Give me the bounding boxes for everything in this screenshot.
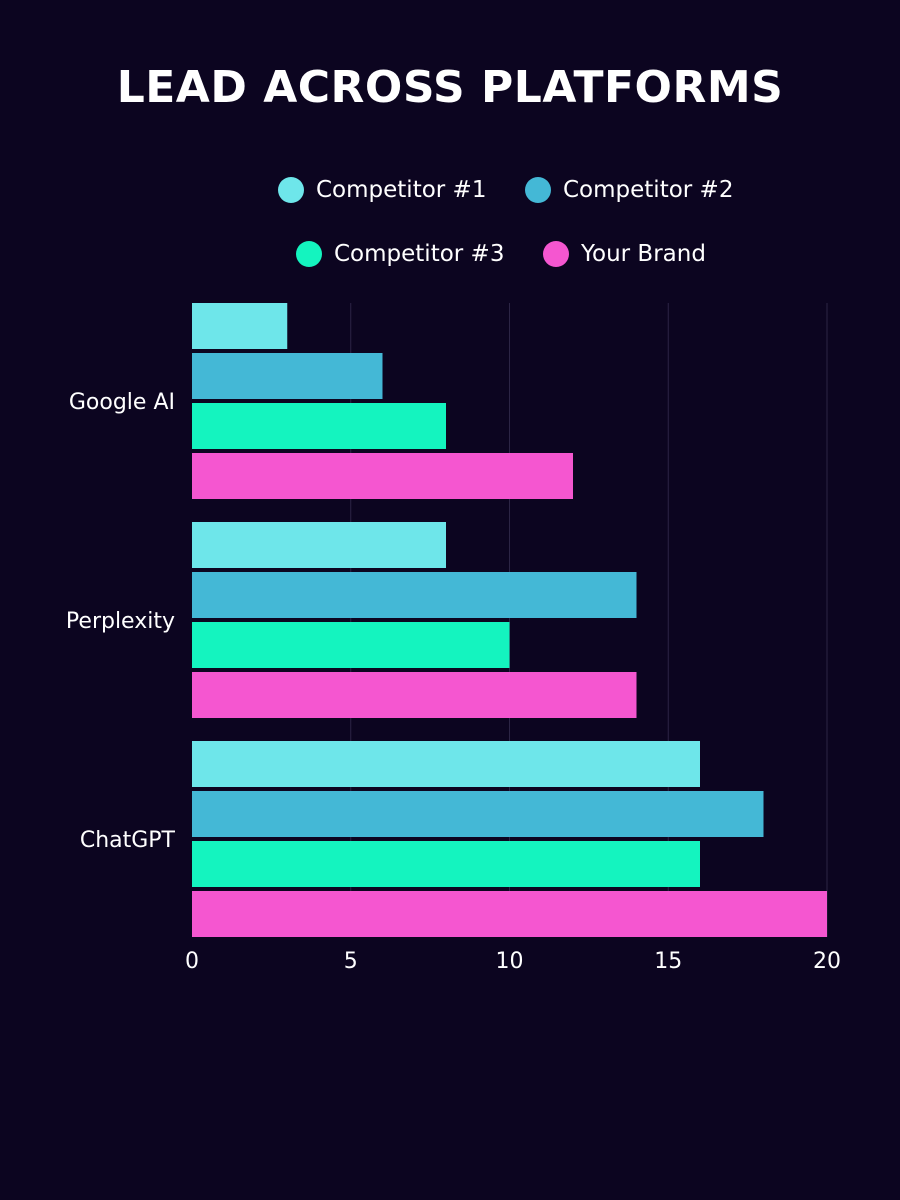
x-tick-label: 20 [813,949,841,974]
bar [192,891,827,937]
bar [192,303,288,349]
bar [192,841,700,887]
bar [192,572,637,618]
legend-item: Competitor #1 [278,177,486,203]
legend-label: Competitor #3 [334,241,505,267]
category-label: ChatGPT [80,828,176,853]
x-tick-label: 0 [185,949,199,974]
category-label: Google AI [69,390,175,415]
bar [192,672,637,718]
x-tick-label: 15 [654,949,682,974]
legend-item: Competitor #3 [296,241,504,267]
bar [192,522,446,568]
x-tick-label: 10 [496,949,524,974]
legend-item: Your Brand [543,241,706,267]
bar [192,741,700,787]
legend-label: Competitor #1 [316,177,487,203]
legend-swatch [525,177,551,203]
category-label: Perplexity [66,609,175,634]
bar [192,453,573,499]
chart-title: LEAD ACROSS PLATFORMS [116,62,784,113]
legend-swatch [278,177,304,203]
legend-swatch [296,241,322,267]
legend-label: Competitor #2 [563,177,734,203]
bar [192,403,446,449]
legend-swatch [543,241,569,267]
bar [192,622,510,668]
x-tick-label: 5 [344,949,358,974]
legend-label: Your Brand [581,241,706,267]
bar [192,791,764,837]
bar [192,353,383,399]
legend-item: Competitor #2 [525,177,733,203]
